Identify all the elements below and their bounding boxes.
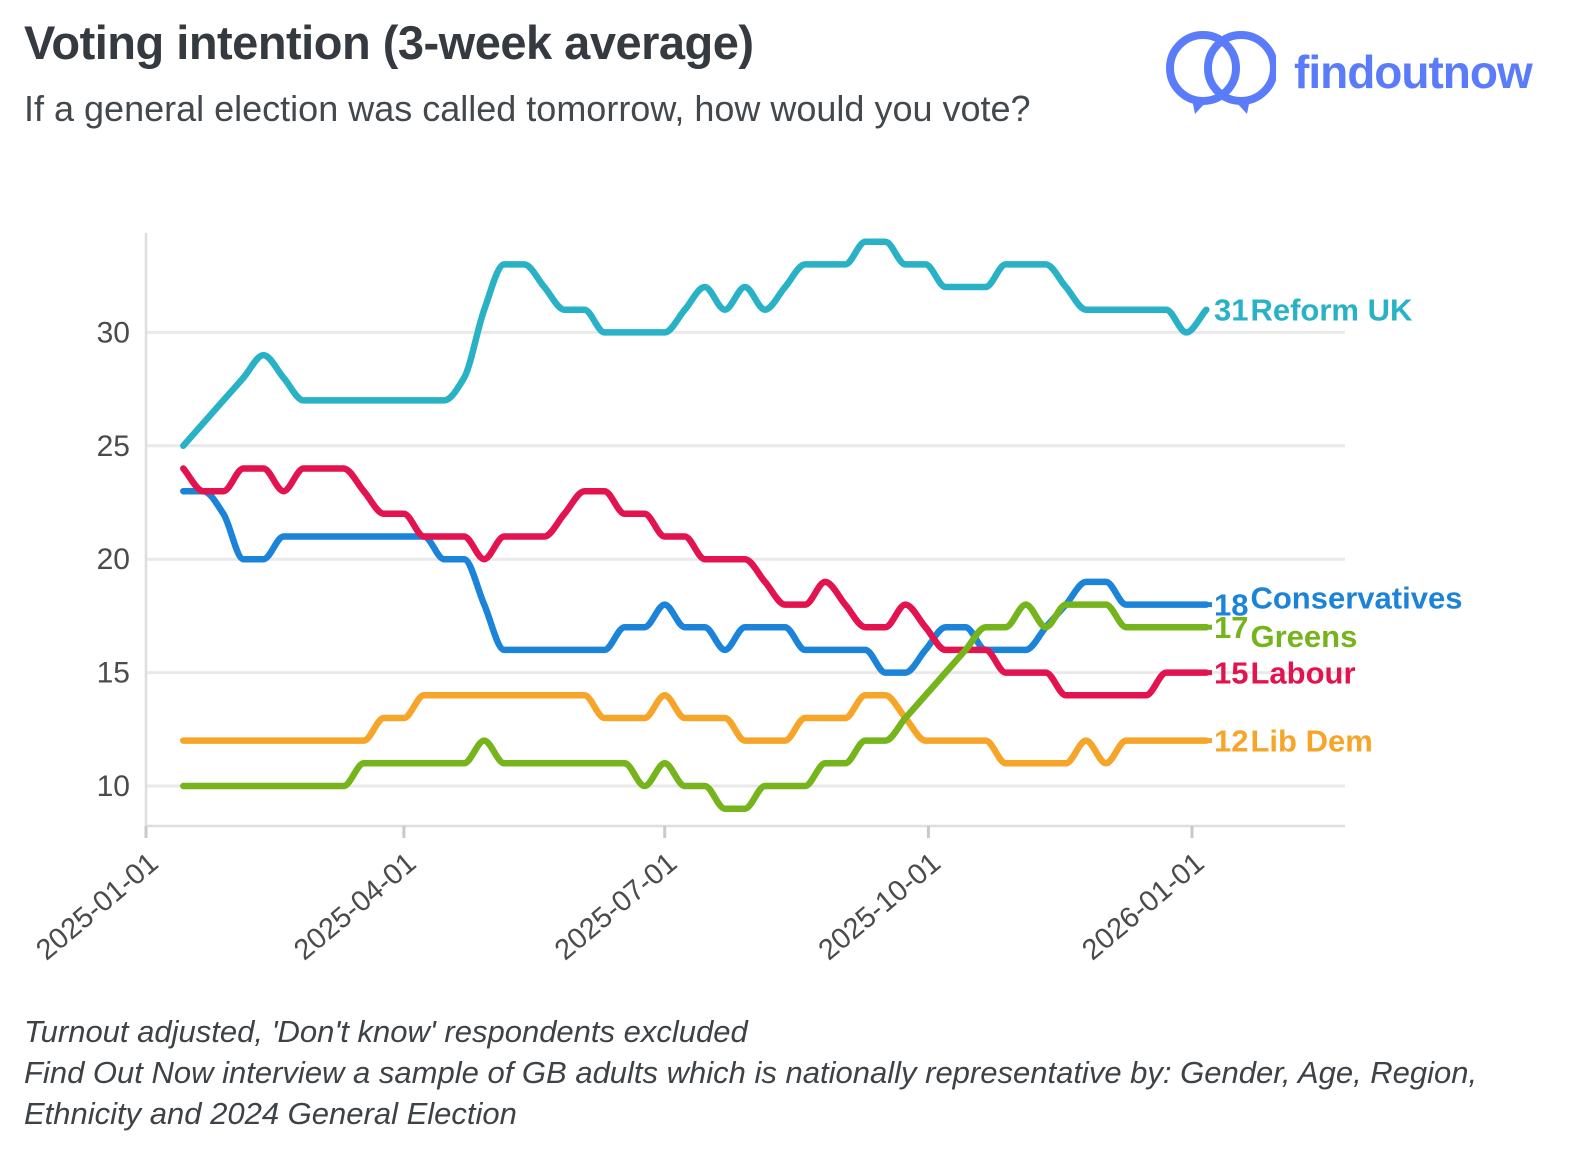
reform-uk-end-name: Reform UK <box>1250 293 1413 328</box>
x-tick-label-2025-04-01: 2025-04-01 <box>288 847 422 967</box>
greens-end-value: 17 <box>1214 610 1248 645</box>
y-tick-label-20: 20 <box>97 543 130 576</box>
footnote-method: Turnout adjusted, 'Don't know' responden… <box>24 1014 748 1049</box>
chart-footnotes: Turnout adjusted, 'Don't know' responden… <box>24 1012 1568 1135</box>
y-tick-label-30: 30 <box>97 316 130 349</box>
greens-end-name: Greens <box>1250 619 1357 654</box>
x-tick-label-2025-01-01: 2025-01-01 <box>30 847 164 967</box>
labour-end-value: 15 <box>1214 656 1248 691</box>
labour-line <box>180 465 1210 699</box>
reform-uk-end-value: 31 <box>1214 293 1248 328</box>
x-tick-label-2025-07-01: 2025-07-01 <box>549 847 683 967</box>
conservatives-end-value: 18 <box>1214 588 1248 623</box>
conservatives-line <box>180 487 1210 676</box>
findoutnow-logo-text: findoutnow <box>1294 46 1533 98</box>
lib-dem-end-label: 12Lib Dem <box>1214 724 1373 759</box>
y-tick-label-10: 10 <box>97 770 130 803</box>
labour-end-name: Labour <box>1250 656 1355 691</box>
conservatives-end-name: Conservatives <box>1250 581 1462 616</box>
chart-header: Voting intention (3-week average) If a g… <box>24 16 1134 134</box>
x-tick-label-2025-10-01: 2025-10-01 <box>813 847 947 967</box>
greens-line <box>180 601 1210 812</box>
greens-end-label: 17Greens <box>1214 610 1357 654</box>
footnote-sample: Find Out Now interview a sample of GB ad… <box>24 1054 1478 1131</box>
labour-end-label: 15Labour <box>1214 656 1356 691</box>
findoutnow-logo-icon <box>1166 31 1276 114</box>
lib-dem-end-value: 12 <box>1214 724 1248 759</box>
reform-uk-line <box>180 238 1210 450</box>
y-tick-label-25: 25 <box>97 430 130 463</box>
chart-subtitle: If a general election was called tomorro… <box>24 88 1031 130</box>
findoutnow-logo: findoutnow <box>1158 26 1533 118</box>
x-tick-label-2026-01-01: 2026-01-01 <box>1076 847 1210 967</box>
lib-dem-end-name: Lib Dem <box>1250 724 1372 759</box>
reform-uk-end-label: 31Reform UK <box>1214 293 1413 328</box>
conservatives-end-label: 18Conservatives <box>1214 581 1462 623</box>
page-title: Voting intention (3-week average) <box>24 16 754 69</box>
y-tick-label-15: 15 <box>97 657 130 690</box>
lib-dem-line <box>180 692 1210 767</box>
